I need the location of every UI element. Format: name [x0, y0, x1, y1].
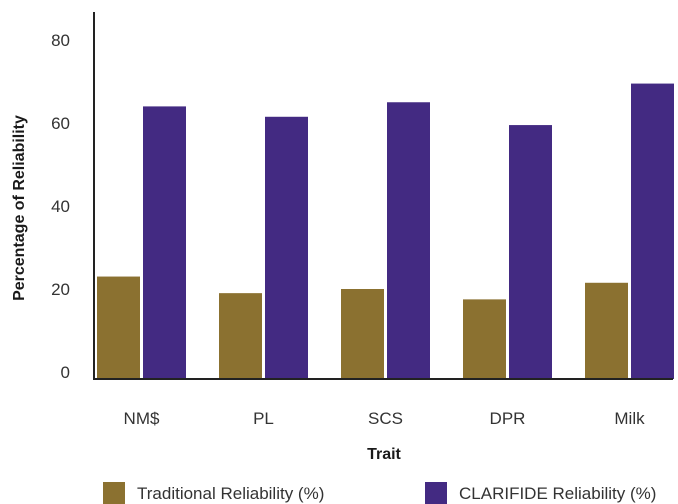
x-tick-label: Milk — [614, 409, 645, 428]
x-axis-title: Trait — [367, 446, 401, 463]
x-tick-label: DPR — [490, 409, 526, 428]
bar-traditional — [219, 293, 262, 379]
y-tick-label: 80 — [51, 31, 70, 50]
y-tick-label: 0 — [61, 363, 70, 382]
bar-clarifide — [509, 125, 552, 379]
bar-traditional — [463, 299, 506, 379]
x-tick-label: SCS — [368, 409, 403, 428]
bar-traditional — [97, 276, 140, 379]
legend: Traditional Reliability (%) CLARIFIDE Re… — [103, 482, 656, 504]
x-tick-label: PL — [253, 409, 274, 428]
x-axis-ticks: NM$ PL SCS DPR Milk — [124, 409, 646, 428]
y-axis-title: Percentage of Reliability — [11, 115, 28, 301]
bar-clarifide — [265, 116, 308, 380]
y-tick-label: 20 — [51, 280, 70, 299]
legend-swatch-clarifide — [425, 482, 447, 504]
legend-label-traditional: Traditional Reliability (%) — [137, 484, 324, 503]
bar-traditional — [341, 289, 384, 379]
y-tick-label: 40 — [51, 197, 70, 216]
bars — [97, 83, 674, 380]
y-axis-ticks: 0 20 40 60 80 — [51, 31, 70, 382]
bar-clarifide — [631, 83, 674, 379]
bar-clarifide — [387, 102, 430, 379]
x-tick-label: NM$ — [124, 409, 160, 428]
bar-traditional — [585, 282, 628, 379]
bar-clarifide — [143, 106, 186, 380]
legend-swatch-traditional — [103, 482, 125, 504]
y-tick-label: 60 — [51, 114, 70, 133]
legend-label-clarifide: CLARIFIDE Reliability (%) — [459, 484, 656, 503]
